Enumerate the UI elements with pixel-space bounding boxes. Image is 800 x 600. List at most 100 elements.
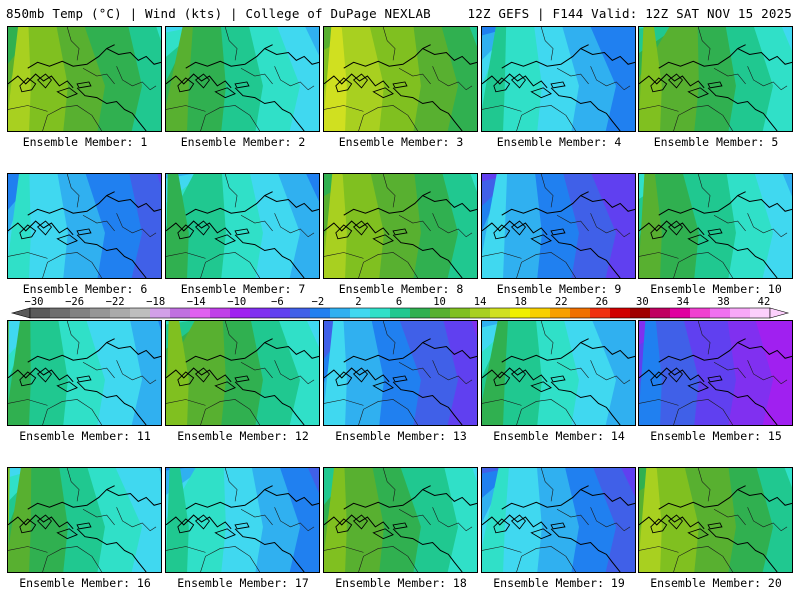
- coastline: [343, 485, 431, 510]
- state-boundary: [82, 508, 115, 526]
- great-lake-outline: [392, 375, 408, 383]
- state-boundary: [274, 213, 315, 238]
- temperature-band: [639, 174, 662, 278]
- coastline: [185, 338, 273, 363]
- great-lake-outline: [550, 522, 566, 530]
- state-boundary: [382, 468, 396, 502]
- panel-caption: Ensemble Member: 5: [653, 135, 779, 149]
- state-boundary: [224, 27, 238, 61]
- ensemble-map-15: [638, 320, 793, 426]
- great-lake-outline: [493, 518, 511, 534]
- great-lake-outline: [214, 234, 236, 246]
- state-boundary: [166, 546, 206, 553]
- great-lake-outline: [510, 367, 527, 383]
- temperature-band: [639, 321, 662, 425]
- coastline: [482, 220, 548, 236]
- great-lake-outline: [392, 81, 408, 89]
- great-lake-outline: [19, 77, 37, 93]
- state-boundary: [590, 213, 631, 238]
- ensemble-map-12: [165, 320, 320, 426]
- ensemble-map-9: [481, 173, 636, 279]
- state-boundary: [42, 252, 103, 278]
- coastline: [234, 234, 305, 278]
- great-lake-outline: [352, 73, 369, 89]
- state-boundary: [673, 105, 734, 131]
- coastline: [27, 191, 115, 216]
- coastline: [76, 234, 147, 278]
- great-lake-outline: [372, 528, 394, 540]
- colorbar-swatch: [530, 308, 551, 318]
- colorbar-swatch: [550, 308, 571, 318]
- coastline: [639, 220, 705, 236]
- coastline: [264, 48, 319, 65]
- coastline: [737, 342, 792, 359]
- great-lake-outline: [335, 371, 353, 387]
- great-lake-outline: [214, 528, 236, 540]
- colorbar-swatch: [50, 308, 71, 318]
- coastline: [264, 489, 319, 506]
- colorbar-swatch: [390, 308, 411, 318]
- state-boundary: [66, 468, 80, 502]
- state-boundary: [482, 546, 522, 553]
- ensemble-map-2: [165, 26, 320, 132]
- colorbar-swatch: [490, 308, 511, 318]
- coastline: [658, 191, 746, 216]
- state-boundary: [82, 214, 115, 232]
- ensemble-map-3: [323, 26, 478, 132]
- coastline: [106, 48, 161, 65]
- state-boundary: [590, 66, 631, 91]
- coastline: [264, 342, 319, 359]
- ensemble-map-10: [638, 173, 793, 279]
- colorbar-swatch: [310, 308, 331, 318]
- great-lake-outline: [667, 514, 684, 530]
- state-boundary: [747, 507, 788, 532]
- colorbar-tick-label: 6: [395, 296, 403, 308]
- temperature-field: [324, 27, 477, 131]
- temperature-field: [8, 468, 161, 572]
- state-boundary: [432, 360, 473, 385]
- temperature-field: [639, 174, 792, 278]
- run-valid-time: 12Z GEFS | F144 Valid: 12Z SAT NOV 15 20…: [467, 6, 792, 21]
- state-boundary: [482, 399, 522, 406]
- state-boundary: [639, 399, 679, 406]
- state-boundary: [432, 66, 473, 91]
- temperature-band: [8, 321, 31, 425]
- great-lake-outline: [352, 367, 369, 383]
- coastline: [707, 87, 778, 131]
- temperature-field: [639, 27, 792, 131]
- colorbar-swatch: [730, 308, 751, 318]
- great-lake-outline: [352, 514, 369, 530]
- state-boundary: [200, 252, 261, 278]
- coastline: [658, 338, 746, 363]
- temperature-field: [8, 174, 161, 278]
- temperature-field: [324, 174, 477, 278]
- temperature-colorbar: [0, 306, 800, 320]
- great-lake-outline: [76, 81, 92, 89]
- panel-caption: Ensemble Member: 2: [180, 135, 306, 149]
- state-boundary: [200, 399, 261, 425]
- state-boundary: [639, 252, 679, 259]
- great-lake-outline: [667, 367, 684, 383]
- ensemble-map-19: [481, 467, 636, 573]
- coastline: [76, 381, 147, 425]
- temperature-field: [482, 27, 635, 131]
- colorbar-swatch: [270, 308, 291, 318]
- state-boundary: [713, 508, 746, 526]
- great-lake-outline: [493, 77, 511, 93]
- colorbar-swatch: [710, 308, 731, 318]
- state-boundary: [240, 361, 273, 379]
- temperature-band: [8, 27, 31, 131]
- coastline: [324, 73, 390, 89]
- ensemble-map-16: [7, 467, 162, 573]
- coastline: [580, 195, 635, 212]
- great-lake-outline: [214, 87, 236, 99]
- state-boundary: [639, 105, 679, 112]
- temperature-field: [482, 468, 635, 572]
- great-lake-outline: [56, 381, 78, 393]
- coastline: [580, 489, 635, 506]
- state-boundary: [382, 321, 396, 355]
- great-lake-outline: [530, 528, 552, 540]
- colorbar-swatch: [30, 308, 51, 318]
- great-lake-outline: [335, 77, 353, 93]
- great-lake-outline: [36, 367, 53, 383]
